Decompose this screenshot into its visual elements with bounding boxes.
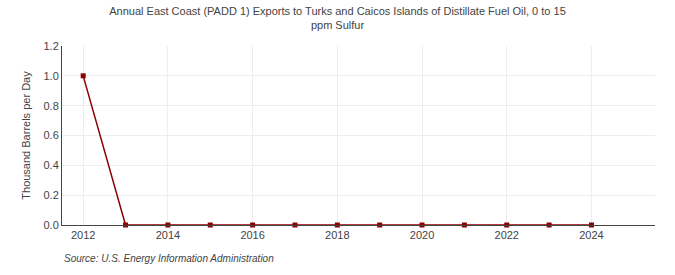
svg-text:2020: 2020	[410, 229, 434, 241]
svg-text:1.0: 1.0	[44, 70, 59, 82]
svg-text:2024: 2024	[579, 229, 603, 241]
svg-text:Thousand Barrels per Day: Thousand Barrels per Day	[20, 71, 32, 200]
svg-text:1.2: 1.2	[44, 40, 59, 52]
svg-text:0.8: 0.8	[44, 100, 59, 112]
svg-text:0.0: 0.0	[44, 219, 59, 231]
svg-text:2012: 2012	[71, 229, 95, 241]
svg-text:2014: 2014	[156, 229, 180, 241]
svg-text:2018: 2018	[325, 229, 349, 241]
svg-text:0.2: 0.2	[44, 189, 59, 201]
svg-text:0.6: 0.6	[44, 129, 59, 141]
svg-text:0.4: 0.4	[44, 159, 59, 171]
svg-text:Source: U.S. Energy Informatio: Source: U.S. Energy Information Administ…	[64, 253, 274, 264]
svg-text:2016: 2016	[240, 229, 264, 241]
svg-text:2022: 2022	[495, 229, 519, 241]
svg-text:Annual East Coast (PADD 1) Exp: Annual East Coast (PADD 1) Exports to Tu…	[109, 5, 566, 31]
